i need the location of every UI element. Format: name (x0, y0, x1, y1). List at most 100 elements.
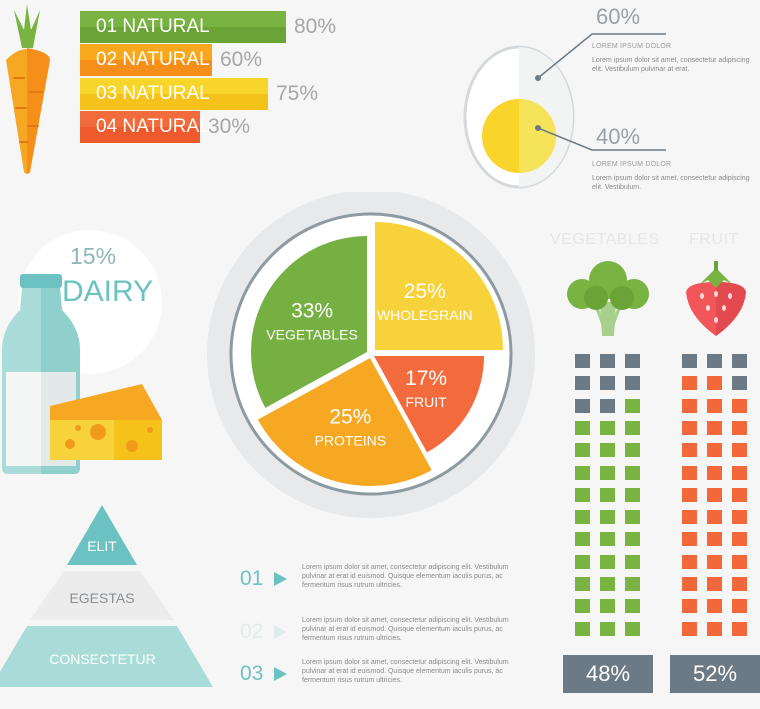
grid-cell (600, 354, 615, 368)
pie-slice-label: PROTEINS (315, 433, 387, 449)
dairy-percent: 15% (70, 243, 117, 269)
pie-slice-vegetables (251, 236, 367, 408)
grid-cell (600, 443, 615, 457)
grid-cell (732, 376, 747, 390)
natural-bar-label: 01 NATURAL (96, 16, 210, 37)
grid-cell (600, 577, 615, 591)
grid-cell (625, 376, 640, 390)
step-number: 02 (240, 620, 264, 643)
natural-bar-percent: 30% (208, 115, 251, 138)
grid-cell (682, 599, 697, 613)
grid-cell (600, 399, 615, 413)
grid-cell (707, 577, 722, 591)
carrot-icon (6, 4, 50, 174)
pie-slice-percent: 33% (291, 300, 333, 323)
grid-cell (600, 421, 615, 435)
grid-cell (732, 399, 747, 413)
grid-cell (732, 443, 747, 457)
pie-slice-percent: 25% (404, 280, 446, 303)
grid-cell (625, 443, 640, 457)
pyramid-label-middle: EGESTAS (69, 590, 135, 606)
grid-cell (575, 466, 590, 480)
grid-cell (682, 577, 697, 591)
egg-white-percent: 60% (596, 4, 641, 29)
pyramid (0, 505, 213, 687)
grid-cell (625, 421, 640, 435)
grid-cell (625, 532, 640, 546)
pie-slice-label: VEGETABLES (266, 327, 358, 343)
fruit-percent: 52% (670, 655, 760, 693)
grid-cell (682, 376, 697, 390)
grid-cell (575, 532, 590, 546)
grid-cell (707, 443, 722, 457)
grid-cell (575, 354, 590, 368)
strawberry-icon (686, 261, 746, 336)
egg-yolk-text: Lorem ipsum dolor sit amet, consectetur … (592, 175, 750, 191)
pie-slice-percent: 17% (405, 367, 447, 390)
egg-yolk-title: LOREM IPSUM DOLOR (592, 161, 672, 168)
pie-slice-wholegrain (375, 222, 503, 350)
grid-cell (682, 399, 697, 413)
grid-cell (600, 376, 615, 390)
grid-cell (732, 466, 747, 480)
vegetables-title: VEGETABLES (550, 231, 660, 248)
grid-cell (732, 421, 747, 435)
step-arrow-icon (274, 572, 287, 586)
grid-cell (600, 532, 615, 546)
grid-cell (575, 488, 590, 502)
grid-cell (575, 443, 590, 457)
pie-slice-label: FRUIT (405, 394, 447, 410)
grid-cell (707, 421, 722, 435)
grid-cell (625, 399, 640, 413)
grid-cell (600, 599, 615, 613)
pie-slice-fruit (374, 356, 484, 453)
grid-cell (682, 488, 697, 502)
grid-cell (732, 622, 747, 636)
grid-cell (600, 488, 615, 502)
grid-cell (600, 510, 615, 524)
grid-cell (575, 599, 590, 613)
pie-chart: 25% WHOLEGRAIN 17% FRUIT 25% PROTEINS 33% VEGET… (207, 192, 535, 518)
pie-slice-proteins (257, 358, 432, 486)
natural-bar-label: 02 NATURAL (96, 49, 210, 70)
natural-bar-percent: 80% (294, 15, 337, 38)
step-text: Lorem ipsum dolor sit amet, consectetur … (302, 564, 509, 589)
grid-cell (707, 354, 722, 368)
grid-cell (625, 488, 640, 502)
egg-white-title: LOREM IPSUM DOLOR (592, 43, 672, 50)
grid-cell (575, 399, 590, 413)
step-text: Lorem ipsum dolor sit amet, consectetur … (302, 659, 509, 684)
grid-cell (625, 599, 640, 613)
grid-cell (732, 599, 747, 613)
grid-cell (625, 354, 640, 368)
natural-bar-percent: 60% (220, 48, 263, 71)
grid-cell (575, 510, 590, 524)
step-number: 03 (240, 662, 264, 685)
grid-cell (732, 488, 747, 502)
grid-cell (707, 510, 722, 524)
grid-cell (732, 532, 747, 546)
grid-cell (625, 466, 640, 480)
natural-bar-label: 03 NATURAL (96, 83, 210, 104)
cheese-icon (50, 384, 162, 460)
step-number: 01 (240, 567, 264, 590)
grid-cell (575, 421, 590, 435)
grid-cell (625, 555, 640, 569)
grid-cell (625, 510, 640, 524)
egg-white-text: Lorem ipsum dolor sit amet, consectetur … (592, 57, 750, 73)
grid-cell (732, 555, 747, 569)
grid-cell (707, 532, 722, 546)
natural-bar-4: 04 NATURAL (80, 111, 210, 143)
grid-cell (682, 354, 697, 368)
egg-leader-lines (537, 33, 666, 151)
grid-cell (575, 376, 590, 390)
step-arrow-icon (274, 667, 287, 681)
pie-slice-percent: 25% (329, 406, 371, 429)
step-arrow-icon (274, 625, 287, 639)
grid-cell (682, 622, 697, 636)
grid-cell (575, 622, 590, 636)
grid-cell (707, 622, 722, 636)
dairy-label: DAIRY (62, 275, 154, 308)
grid-cell (707, 399, 722, 413)
grid-cell (682, 510, 697, 524)
